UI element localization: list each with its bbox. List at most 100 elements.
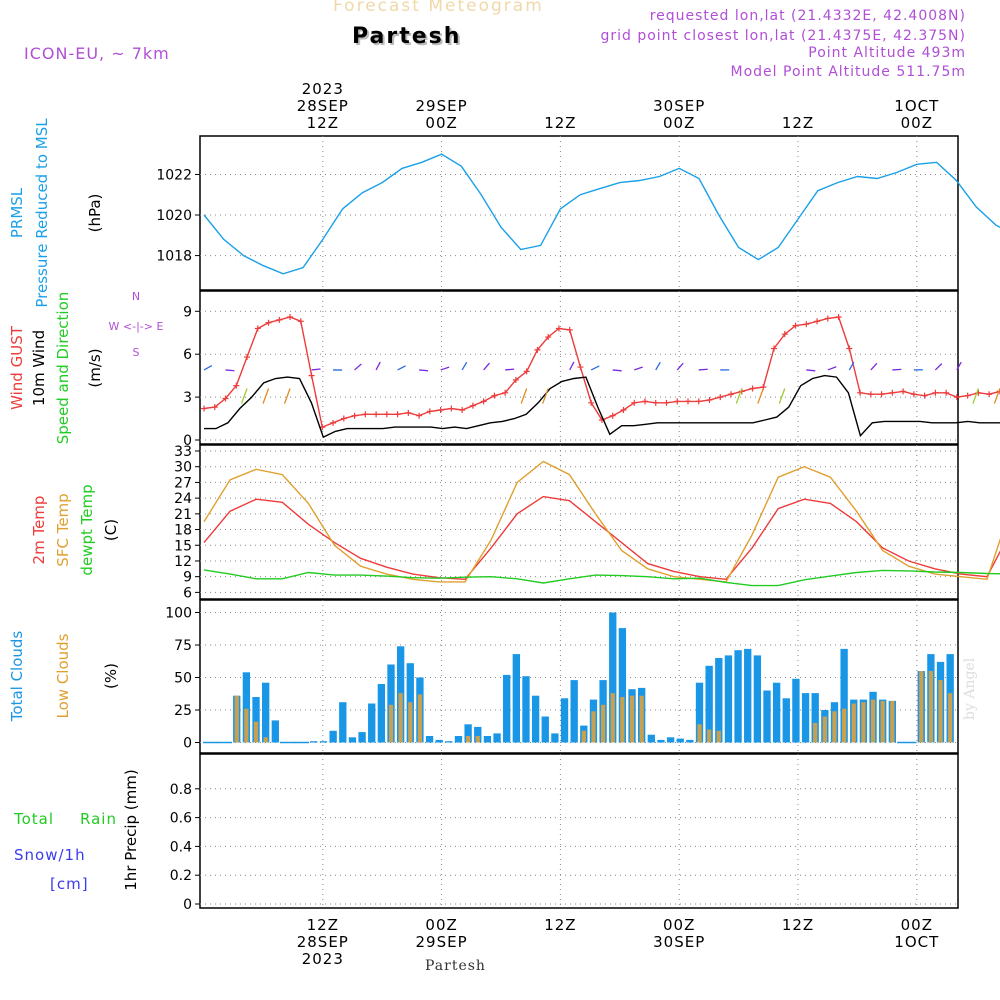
gust-line-marker <box>233 382 240 389</box>
y-tick-label: 100 <box>165 606 192 622</box>
gust-line-marker <box>910 391 917 398</box>
total-clouds-bar <box>618 628 627 743</box>
compass-s: S <box>133 346 140 359</box>
gust-line-marker <box>814 318 821 325</box>
low-clouds-bar <box>629 695 635 743</box>
precip-cm-label: [cm] <box>50 875 89 893</box>
wind-direction-arrow <box>972 388 980 404</box>
y-tick-label: 0.6 <box>170 811 192 827</box>
bottom-time-tick-label: 28SEP <box>297 933 349 951</box>
wind-direction-arrow <box>262 388 270 404</box>
gust-line-marker <box>566 326 573 333</box>
gust-line-marker <box>674 398 681 405</box>
wind-direction-arrow <box>612 369 622 372</box>
dewpt-label: dewpt Temp <box>78 484 96 575</box>
total-clouds-bar <box>763 690 771 743</box>
temp-unit: (C) <box>102 519 120 541</box>
top-time-tick-label: 2023 <box>302 80 344 98</box>
wind-direction-arrow <box>590 365 600 371</box>
total-clouds-bar <box>715 658 723 743</box>
total-clouds-bar <box>609 612 617 743</box>
gust-line-marker <box>824 315 831 322</box>
wind-direction-arrow <box>354 363 362 371</box>
wind-unit: (m/s) <box>86 348 104 387</box>
gridpoint-coords: grid point closest lon,lat (21.4375E, 42… <box>600 28 966 44</box>
gust-line-marker <box>523 368 530 375</box>
gust-line-marker <box>781 331 788 338</box>
top-time-tick-label: 00Z <box>425 114 457 132</box>
wind-direction-arrow <box>757 388 764 404</box>
y-tick-label: 33 <box>174 444 192 460</box>
gust-line-marker <box>491 392 498 399</box>
dewpt-line <box>203 569 1000 587</box>
bottom-time-tick-label: 00Z <box>901 916 933 934</box>
y-tick-label: 0.2 <box>170 868 192 884</box>
gust-line-marker <box>835 314 842 321</box>
low-clouds-bar <box>890 700 895 743</box>
total-clouds-bar <box>724 655 733 743</box>
gust-line-marker <box>351 412 358 419</box>
low-clouds-bar <box>880 700 885 743</box>
pressure-line <box>203 153 1000 275</box>
temp-sfc-label: SFC Temp <box>54 493 72 566</box>
bottom-time-tick-label: 30SEP <box>653 933 705 951</box>
low-clouds-bar <box>610 693 615 743</box>
panel-frame-0 <box>199 135 959 291</box>
total-clouds-bar <box>425 736 434 743</box>
wind-direction-arrow <box>520 388 528 404</box>
precip-rain-label: Rain <box>80 810 117 828</box>
total-clouds-bar <box>262 682 270 743</box>
bottom-time-tick-label: 12Z <box>307 916 339 934</box>
wind-direction-arrow <box>634 366 643 371</box>
gust-line-marker <box>244 354 251 361</box>
gust-line-marker <box>652 399 659 406</box>
low-clouds-bar <box>417 694 423 743</box>
total-clouds-bar <box>252 697 260 743</box>
low-clouds-bar <box>928 671 934 743</box>
precip-unit: 1hr Precip (mm) <box>122 769 140 890</box>
pressure-label-long: Pressure Reduced to MSL <box>33 118 51 308</box>
low-clouds-bar <box>697 724 702 743</box>
total-clouds-bar <box>339 702 347 743</box>
total-clouds-bar <box>560 698 569 743</box>
panel-frame-3 <box>199 599 959 754</box>
total-clouds-bar <box>445 741 453 743</box>
total-clouds-bar <box>512 654 520 743</box>
gust-line-marker <box>330 419 337 426</box>
wind-direction-arrow <box>956 361 962 371</box>
gust-line-marker <box>900 388 907 395</box>
bottom-time-tick-label: 2023 <box>302 950 344 968</box>
low-clouds-bar <box>948 693 953 743</box>
gust-line-marker <box>846 345 853 352</box>
wind-direction-arrow <box>655 361 661 371</box>
low-clouds-bar <box>234 695 239 743</box>
total-clouds-bar <box>666 737 675 743</box>
gust-line-marker <box>717 394 724 401</box>
precip-total-label: Total <box>13 810 54 828</box>
gust-line-marker <box>448 405 455 412</box>
gust-line-marker <box>545 334 552 341</box>
gust-line-marker <box>749 385 756 392</box>
y-tick-label: 1018 <box>156 249 192 265</box>
gust-line-marker <box>405 409 412 416</box>
wind-direction-arrow <box>505 368 515 371</box>
gust-line-marker <box>641 398 648 405</box>
gust-line-marker <box>340 415 347 422</box>
y-tick-label: 12 <box>174 554 192 570</box>
bottom-time-tick-label: 1OCT <box>894 933 939 951</box>
low-clouds-bar <box>716 730 721 743</box>
gust-line-marker <box>609 412 616 419</box>
total-clouds-bar <box>310 741 318 743</box>
wind-direction-arrow <box>461 361 468 371</box>
wind-direction-arrow <box>240 388 248 404</box>
low-clouds-bar <box>870 699 876 743</box>
gust-line-marker <box>878 391 885 398</box>
top-time-tick-label: 00Z <box>901 114 933 132</box>
top-time-tick-label: 00Z <box>663 114 695 132</box>
gust-line-marker <box>588 399 595 406</box>
low-clouds-bar <box>398 693 403 743</box>
total-clouds-bar <box>840 648 848 743</box>
low-clouds-bar <box>938 680 943 743</box>
total-clouds-bar <box>435 739 443 743</box>
gust-line-marker <box>297 318 304 325</box>
